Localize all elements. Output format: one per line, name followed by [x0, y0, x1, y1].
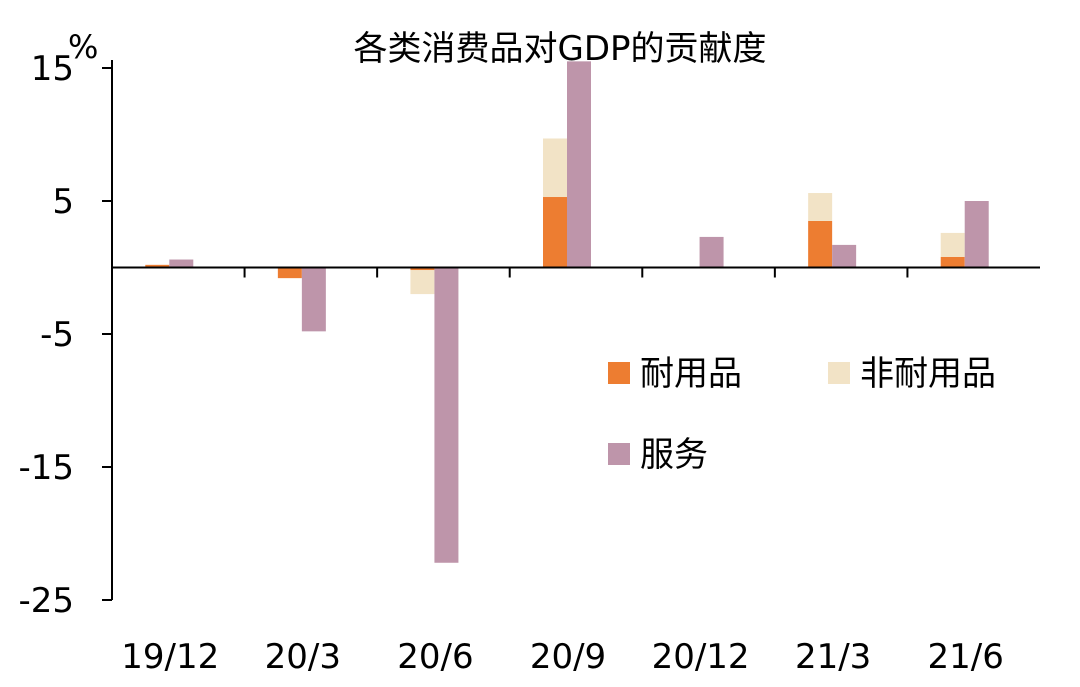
legend-swatch — [608, 362, 630, 384]
bar — [567, 61, 591, 268]
bar — [964, 201, 989, 268]
y-tick-label: 15 — [31, 49, 74, 89]
bar — [543, 138, 567, 198]
legend-label: 非耐用品 — [860, 354, 996, 394]
bar — [145, 264, 170, 268]
bar — [277, 267, 302, 279]
bar — [301, 267, 326, 332]
x-tick-label: 21/6 — [928, 637, 1004, 677]
bar — [808, 193, 833, 221]
chart-title: 各类消费品对GDP的贡献度 — [353, 29, 766, 69]
legend-label: 服务 — [640, 435, 708, 475]
y-axis-ticks: 15 5 -5 -15 -25 — [18, 49, 112, 621]
x-axis-tick-marks — [243, 267, 909, 278]
legend-swatch — [828, 362, 850, 384]
x-tick-label: 20/9 — [530, 637, 606, 677]
y-unit-label: % — [68, 28, 98, 66]
bar — [808, 220, 833, 268]
bar — [169, 259, 194, 268]
legend-label: 耐用品 — [640, 354, 742, 394]
bar — [434, 267, 459, 563]
x-tick-label: 19/12 — [121, 637, 219, 677]
x-tick-label: 20/3 — [265, 637, 341, 677]
bar — [410, 270, 435, 295]
bar — [543, 197, 567, 268]
bar — [410, 267, 435, 271]
bar — [699, 236, 724, 268]
bars — [145, 61, 989, 563]
bar — [832, 244, 857, 268]
bar — [940, 232, 965, 257]
y-tick-label: -15 — [18, 448, 74, 488]
y-tick-label: 5 — [52, 182, 74, 222]
y-tick-label: -25 — [18, 581, 74, 621]
x-tick-label: 21/3 — [795, 637, 871, 677]
legend-swatch — [608, 443, 630, 465]
x-tick-label: 20/6 — [397, 637, 473, 677]
bar — [940, 256, 965, 268]
y-tick-label: -5 — [40, 315, 74, 355]
x-tick-label: 20/12 — [652, 637, 750, 677]
x-axis-ticks: 19/12 20/3 20/6 20/9 20/12 21/3 21/6 — [121, 637, 1004, 677]
